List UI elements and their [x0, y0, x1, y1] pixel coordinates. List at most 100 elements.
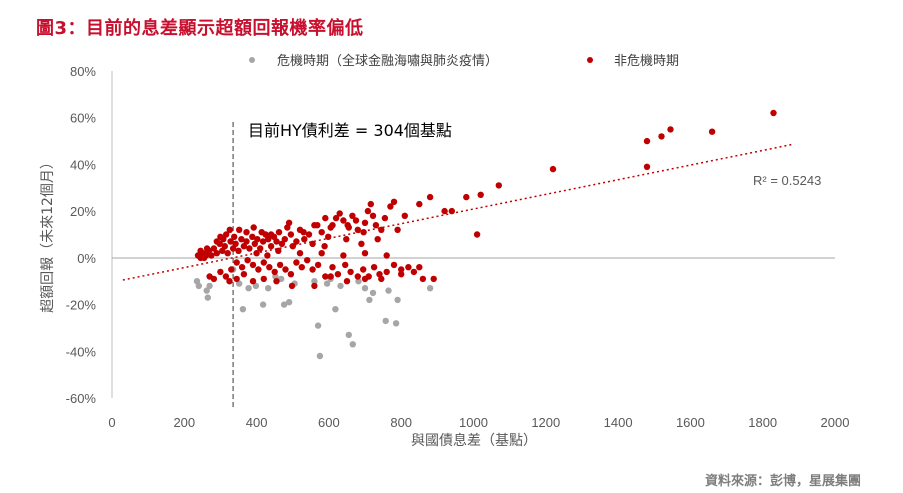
noncrisis-point: [244, 257, 251, 264]
crisis-point: [385, 287, 392, 294]
legend-marker-noncrisis: [587, 57, 593, 63]
noncrisis-point: [378, 275, 385, 283]
noncrisis-point: [227, 238, 234, 245]
noncrisis-point: [361, 250, 369, 257]
crisis-point: [382, 317, 389, 325]
noncrisis-point: [390, 198, 398, 205]
x-tick-labels: 0 200 400 600 800 1000 1200 1400 1600 1800 2000: [108, 415, 849, 430]
crisis-point: [316, 352, 324, 360]
noncrisis-point: [352, 217, 360, 224]
noncrisis-point: [322, 273, 329, 280]
noncrisis-point: [197, 247, 204, 254]
noncrisis-point: [240, 271, 248, 278]
legend: 危機時期（全球金融海嘯與肺炎疫情） 非危機時期: [249, 53, 679, 69]
noncrisis-point: [383, 252, 390, 259]
noncrisis-point: [770, 109, 777, 117]
noncrisis-point: [305, 231, 313, 238]
crisis-point: [314, 322, 322, 329]
crisis-point: [392, 320, 400, 327]
x-tick-label: 0: [108, 415, 115, 430]
crisis-point: [332, 306, 339, 313]
noncrisis-point: [278, 240, 286, 247]
source-note: 資料來源：彭博，星展集團: [704, 474, 861, 489]
noncrisis-point: [340, 217, 347, 224]
noncrisis-point: [360, 266, 367, 273]
noncrisis-point: [258, 229, 265, 236]
crisis-point: [206, 282, 213, 290]
noncrisis-point: [347, 268, 354, 276]
noncrisis-point: [259, 238, 267, 245]
noncrisis-point: [311, 282, 318, 290]
legend-label-noncrisis: 非危機時期: [614, 54, 679, 69]
noncrisis-point: [416, 264, 423, 271]
noncrisis-point: [233, 259, 240, 266]
noncrisis-point: [383, 268, 390, 276]
noncrisis-point: [298, 264, 305, 271]
noncrisis-point: [213, 250, 220, 257]
y-tick-label: -20%: [66, 298, 97, 313]
noncrisis-point: [374, 236, 381, 243]
noncrisis-point: [255, 266, 262, 273]
noncrisis-point: [473, 231, 481, 238]
crisis-point: [280, 301, 288, 308]
noncrisis-point: [321, 243, 328, 250]
noncrisis-point: [495, 182, 502, 189]
noncrisis-point: [264, 252, 271, 259]
noncrisis-point: [210, 245, 218, 252]
crisis-point: [265, 285, 272, 292]
noncrisis-point: [210, 275, 218, 283]
crisis-point: [345, 331, 352, 339]
noncrisis-point: [340, 252, 347, 259]
crisis-point: [239, 306, 247, 313]
noncrisis-point: [309, 266, 316, 273]
noncrisis-point: [276, 261, 284, 269]
noncrisis-point: [342, 261, 349, 269]
crisis-point: [349, 341, 356, 348]
noncrisis-point: [463, 193, 470, 201]
noncrisis-point: [288, 282, 296, 290]
crisis-point: [361, 285, 369, 292]
noncrisis-point: [271, 268, 278, 276]
noncrisis-point: [343, 278, 351, 285]
noncrisis-point: [273, 238, 280, 245]
x-tick-label: 1000: [459, 415, 488, 430]
noncrisis-point: [441, 207, 448, 215]
noncrisis-point: [296, 250, 304, 257]
noncrisis-point: [251, 240, 258, 247]
noncrisis-point: [708, 128, 716, 135]
x-axis-title: 與國債息差（基點）: [411, 432, 537, 449]
noncrisis-point: [232, 240, 239, 247]
x-tick-label: 1800: [748, 415, 777, 430]
noncrisis-point: [257, 245, 264, 252]
y-tick-label: -60%: [66, 391, 97, 406]
crisis-point: [311, 278, 318, 285]
crisis-point: [337, 282, 344, 290]
noncrisis-point: [260, 275, 267, 283]
noncrisis-point: [354, 273, 361, 280]
y-tick-label: 20%: [70, 204, 96, 219]
noncrisis-point: [311, 222, 318, 229]
noncrisis-point: [249, 278, 257, 285]
noncrisis-point: [304, 257, 311, 264]
noncrisis-point: [249, 261, 257, 269]
crisis-point: [245, 285, 252, 292]
noncrisis-point: [343, 236, 350, 243]
current-spread-annotation: 目前HY債利差 = 304個基點: [248, 121, 452, 140]
noncrisis-point: [267, 243, 275, 250]
noncrisis-point: [208, 252, 215, 259]
noncrisis-point: [327, 273, 334, 280]
x-tick-label: 1600: [676, 415, 705, 430]
crisis-point: [259, 301, 267, 308]
noncrisis-point: [369, 212, 377, 219]
crisis-point: [285, 299, 293, 306]
noncrisis-point: [332, 214, 340, 222]
noncrisis-point: [238, 264, 246, 271]
x-tick-label: 1400: [604, 415, 633, 430]
crisis-point: [195, 282, 202, 290]
noncrisis-point: [223, 231, 230, 238]
noncrisis-point: [266, 264, 273, 271]
noncrisis-point: [217, 268, 224, 276]
noncrisis-point: [364, 207, 372, 215]
r2-label: R² = 0.5243: [753, 173, 821, 188]
